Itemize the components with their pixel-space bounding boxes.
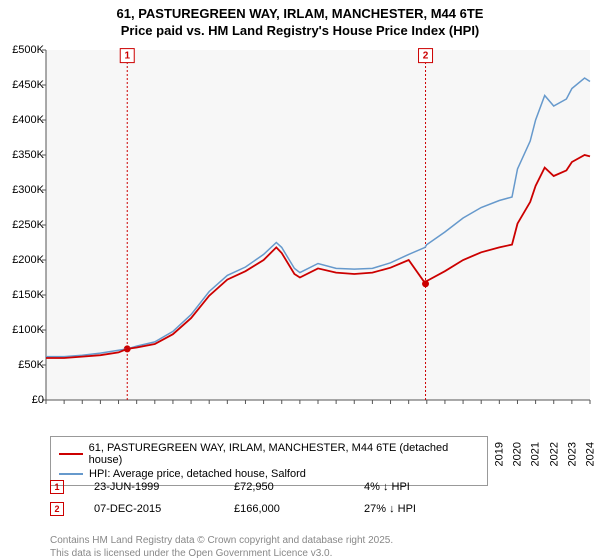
y-tick-label: £300K — [0, 184, 44, 196]
credits-line1: Contains HM Land Registry data © Crown c… — [50, 535, 393, 546]
sale-row: 2 07-DEC-2015 £166,000 27% ↓ HPI — [50, 502, 416, 516]
chart-area: 12 — [46, 50, 590, 400]
title-line2: Price paid vs. HM Land Registry's House … — [121, 23, 480, 38]
credits-line2: This data is licensed under the Open Gov… — [50, 548, 332, 559]
svg-text:1: 1 — [124, 51, 130, 62]
legend: 61, PASTUREGREEN WAY, IRLAM, MANCHESTER,… — [50, 436, 488, 486]
sale-price: £72,950 — [234, 481, 334, 493]
y-tick-label: £200K — [0, 254, 44, 266]
chart-svg: 12 — [46, 50, 600, 410]
legend-label: HPI: Average price, detached house, Salf… — [89, 468, 306, 480]
legend-swatch — [59, 453, 83, 455]
sale-price: £166,000 — [234, 503, 334, 515]
credits: Contains HM Land Registry data © Crown c… — [50, 534, 393, 560]
y-tick-label: £100K — [0, 324, 44, 336]
legend-label: 61, PASTUREGREEN WAY, IRLAM, MANCHESTER,… — [89, 442, 479, 466]
sale-delta: 27% ↓ HPI — [364, 503, 416, 515]
sale-date: 23-JUN-1999 — [94, 481, 204, 493]
sale-delta: 4% ↓ HPI — [364, 481, 410, 493]
chart-title: 61, PASTUREGREEN WAY, IRLAM, MANCHESTER,… — [0, 0, 600, 40]
y-tick-label: £400K — [0, 114, 44, 126]
y-tick-label: £250K — [0, 219, 44, 231]
x-tick-label: 2021 — [530, 442, 542, 466]
x-tick-label: 2024 — [584, 442, 596, 466]
legend-item: 61, PASTUREGREEN WAY, IRLAM, MANCHESTER,… — [59, 441, 479, 467]
sale-date: 07-DEC-2015 — [94, 503, 204, 515]
legend-swatch — [59, 473, 83, 475]
y-tick-label: £350K — [0, 149, 44, 161]
y-tick-label: £500K — [0, 44, 44, 56]
legend-item: HPI: Average price, detached house, Salf… — [59, 467, 479, 481]
y-tick-label: £0 — [0, 394, 44, 406]
svg-text:2: 2 — [423, 51, 429, 62]
sale-row: 1 23-JUN-1999 £72,950 4% ↓ HPI — [50, 480, 410, 494]
x-tick-label: 2019 — [494, 442, 506, 466]
y-tick-label: £450K — [0, 79, 44, 91]
title-line1: 61, PASTUREGREEN WAY, IRLAM, MANCHESTER,… — [117, 6, 484, 21]
sale-marker-icon: 2 — [50, 502, 64, 516]
x-tick-label: 2020 — [512, 442, 524, 466]
y-tick-label: £150K — [0, 289, 44, 301]
y-tick-label: £50K — [0, 359, 44, 371]
sale-marker-icon: 1 — [50, 480, 64, 494]
x-tick-label: 2023 — [566, 442, 578, 466]
x-tick-label: 2022 — [548, 442, 560, 466]
